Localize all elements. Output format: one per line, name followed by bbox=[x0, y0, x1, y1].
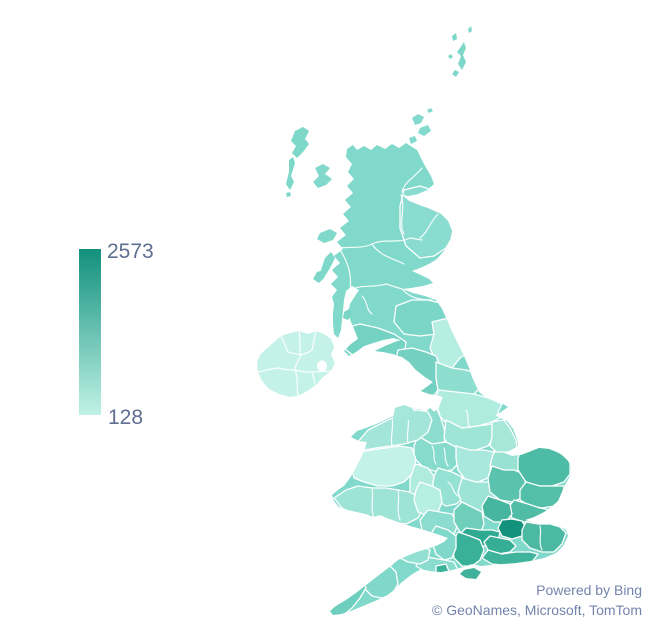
wales-border-lines bbox=[371, 487, 401, 521]
ni-border-lines bbox=[300, 331, 317, 356]
region-east-riding[interactable] bbox=[489, 419, 518, 455]
england-border-lines bbox=[539, 525, 543, 551]
region-sussex[interactable] bbox=[481, 549, 539, 566]
scotland-border-lines bbox=[401, 167, 423, 193]
england-border-lines bbox=[447, 481, 459, 497]
england-border-lines bbox=[431, 445, 449, 467]
isle-of-wight[interactable] bbox=[460, 568, 481, 579]
mull-island bbox=[317, 229, 337, 243]
legend-max-label: 2573 bbox=[107, 240, 154, 263]
map-attribution: Powered by Bing © GeoNames, Microsoft, T… bbox=[432, 580, 642, 620]
england-border-lines bbox=[465, 409, 471, 429]
scotland-border-lines bbox=[400, 194, 405, 235]
attribution-copyright: © GeoNames, Microsoft, TomTom bbox=[432, 602, 642, 618]
ni-border-lines bbox=[280, 335, 302, 356]
islay-island bbox=[313, 270, 325, 283]
scotland-border-lines bbox=[401, 288, 433, 301]
ni-border-lines bbox=[311, 371, 316, 385]
scotland-border-lines bbox=[339, 249, 352, 291]
attribution-powered-by: Powered by Bing bbox=[536, 582, 642, 598]
shetland-islands[interactable] bbox=[448, 26, 472, 77]
legend-gradient bbox=[79, 249, 101, 415]
arran-island bbox=[343, 309, 352, 320]
lough-neagh bbox=[317, 360, 327, 372]
region-wales-north[interactable] bbox=[355, 409, 433, 451]
region-cumbria[interactable] bbox=[393, 347, 441, 401]
skye-island bbox=[313, 164, 332, 188]
region-north-yorkshire[interactable] bbox=[435, 389, 503, 429]
jura-island bbox=[321, 252, 335, 276]
region-somerset[interactable] bbox=[389, 537, 431, 565]
ni-border-lines bbox=[257, 367, 332, 373]
region-norfolk[interactable] bbox=[517, 445, 571, 487]
orkney-islands[interactable] bbox=[409, 108, 433, 144]
legend-min-label: 128 bbox=[108, 406, 144, 429]
scotland-border-lines bbox=[361, 295, 373, 315]
hebrides-islands[interactable] bbox=[286, 127, 352, 320]
anglesey-island[interactable] bbox=[393, 405, 415, 422]
region-aberdeenshire[interactable] bbox=[399, 185, 459, 259]
scotland-border-lines bbox=[419, 213, 439, 239]
region-kent[interactable] bbox=[521, 521, 567, 553]
ni-border-lines bbox=[294, 331, 302, 397]
region-cornwall[interactable] bbox=[322, 573, 367, 618]
region-wales-south[interactable] bbox=[333, 485, 425, 525]
region-wales-mid[interactable] bbox=[351, 445, 417, 487]
scotland-border-lines bbox=[371, 243, 405, 265]
region-surrey[interactable] bbox=[483, 535, 517, 555]
